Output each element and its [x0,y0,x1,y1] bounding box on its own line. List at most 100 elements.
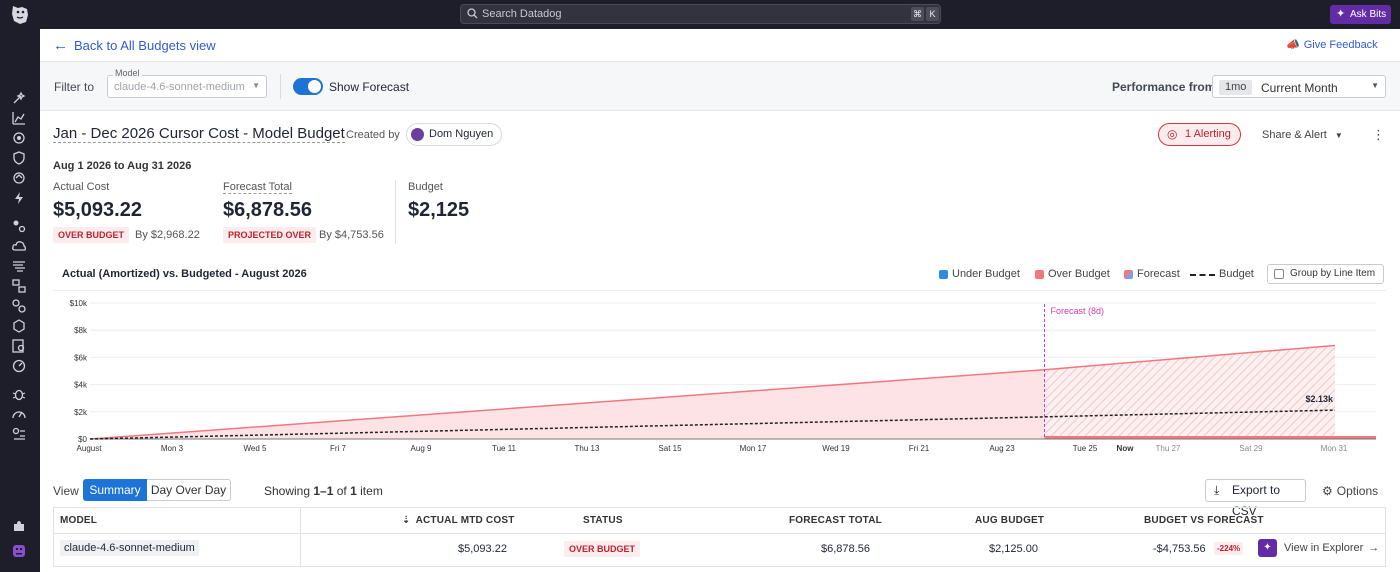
column-header-forecast[interactable]: FORECAST TOTAL [789,515,882,526]
forecast-total-value: $6,878.56 [223,199,312,221]
notebooks-icon[interactable] [12,339,26,353]
x-tick-label: Tue 11 [492,444,517,453]
give-feedback-link[interactable]: 📣 Give Feedback [1286,38,1378,51]
legend-over-budget[interactable]: Over Budget [1035,268,1110,280]
user-avatar-icon[interactable] [12,544,26,558]
legend-label: Forecast [1137,268,1180,280]
y-tick-label: $2k [74,408,88,417]
creator-chip[interactable]: Dom Nguyen [406,123,502,146]
arrow-left-icon: ← [53,37,68,54]
back-link-label: Back to All Budgets view [74,38,216,53]
cloud-cost-icon[interactable] [12,239,26,253]
legend-under-budget[interactable]: Under Budget [939,268,1020,280]
model-select-value: claude-4.6-sonnet-medium [114,81,245,93]
y-tick-label: $0 [78,435,87,444]
download-icon: ⤓ [1214,483,1220,497]
security-icon[interactable] [12,151,26,165]
bits-ai-icon[interactable] [12,91,26,105]
back-link[interactable]: ← Back to All Budgets view [53,37,216,54]
forecast-bottom-band [1044,436,1376,439]
group-by-label: Group by Line Item [1290,268,1376,279]
column-header-budget[interactable]: AUG BUDGET [975,515,1045,526]
export-csv-button[interactable]: ⤓ Export to CSV [1205,479,1306,518]
period-value: Current Month [1261,81,1338,95]
x-tick-label: Fri 7 [330,444,347,453]
y-tick-label: $10k [70,299,88,308]
group-by-line-item-checkbox[interactable]: Group by Line Item [1267,264,1384,284]
slo-icon[interactable] [12,359,26,373]
budget-line [89,409,1336,440]
dashboards-icon[interactable] [12,111,26,125]
view-label: View [53,484,79,498]
forecast-area [1044,345,1335,439]
top-bar: Search Datadog ⌘ K ✦ Ask Bits [0,0,1400,29]
budget-end-label: $2.13k [1305,394,1334,404]
datadog-logo-icon[interactable] [9,3,31,26]
legend-swatch [1190,274,1215,276]
tab-summary[interactable]: Summary [83,479,147,501]
x-tick-label: Thu 27 [1156,444,1181,453]
model-select[interactable]: Model claude-4.6-sonnet-medium ▼ [107,68,267,98]
options-button[interactable]: ⚙ Options [1322,484,1378,498]
give-feedback-label: Give Feedback [1303,39,1378,51]
column-header-budget-vs-forecast[interactable]: BUDGET VS FORECAST [1144,515,1264,526]
sparkle-icon: ✦ [1258,539,1277,557]
x-tick-label: Aug 9 [411,444,432,453]
showing-suffix: item [360,484,383,498]
speedometer-icon[interactable] [12,407,26,421]
synthetics-icon[interactable] [12,319,26,333]
budget-title[interactable]: Jan - Dec 2026 Cursor Cost - Model Budge… [53,125,345,143]
divider [300,508,301,566]
legend-label: Budget [1219,268,1254,280]
column-header-actual[interactable]: ⇣ ACTUAL MTD COST [402,515,515,526]
forecast-marker-label: Forecast (8d) [1051,306,1105,316]
integrations-icon[interactable] [12,299,26,313]
budget-table: MODEL ⇣ ACTUAL MTD COST STATUS FORECAST T… [53,507,1386,567]
infrastructure-icon[interactable] [12,219,26,233]
column-header-status[interactable]: STATUS [583,515,623,526]
column-header-model[interactable]: MODEL [60,515,98,526]
alerting-badge[interactable]: ◎ 1 Alerting [1158,123,1241,146]
chart-title: Actual (Amortized) vs. Budgeted - August… [62,268,307,280]
search-bar[interactable]: Search Datadog ⌘ K [460,4,941,24]
legend-swatch [1035,270,1044,279]
watchdog-icon[interactable] [12,171,26,185]
x-tick-label: Mon 3 [161,444,184,453]
x-tick-label: Mon 31 [1321,444,1348,453]
budget-label: Budget [408,181,443,193]
apm-icon[interactable] [12,279,26,293]
show-forecast-toggle[interactable] [293,78,323,95]
tab-day-over-day[interactable]: Day Over Day [147,479,231,501]
budget-value: $2,125 [408,199,470,221]
divider [280,74,281,99]
legend-swatch [939,270,948,279]
bug-icon[interactable] [12,387,26,401]
gear-icon: ⚙ [1322,484,1333,498]
logs-icon[interactable] [12,259,26,273]
sort-desc-icon: ⇣ [402,515,411,526]
workflows-icon[interactable] [12,427,26,441]
sparkle-icon: ✦ [1336,8,1346,20]
x-tick-label: Thu 13 [575,444,600,453]
caret-down-icon: ▼ [1371,81,1379,90]
forecast-line [1044,344,1336,371]
ask-bits-button[interactable]: ✦ Ask Bits [1330,5,1391,24]
performance-period-select[interactable]: 1mo Current Month ▼ [1212,75,1386,98]
avatar [411,128,424,141]
more-options-icon[interactable]: ⋮ [1372,127,1385,142]
legend-forecast[interactable]: Forecast [1124,268,1180,280]
cmd-key: ⌘ [911,7,924,21]
legend-budget[interactable]: Budget [1190,268,1254,280]
monitors-icon[interactable] [12,131,26,145]
events-icon[interactable] [12,191,26,205]
integrations-puzzle-icon[interactable] [12,519,26,533]
share-alert-button[interactable]: Share & Alert ▼ [1262,129,1343,141]
alert-icon: ◎ [1167,127,1178,141]
model-tag[interactable]: claude-4.6-sonnet-medium [60,540,199,556]
forecast-total-label[interactable]: Forecast Total [223,181,292,194]
variance-percent-badge: -224% [1214,542,1244,555]
arrow-right-icon: → [1368,542,1380,554]
view-in-explorer-link[interactable]: ✦ View in Explorer → [1258,539,1379,557]
cost-chart[interactable]: $0 $2k $4k $6k $8k $10k $2.13k Forecast (8d) Aug… [0,290,1400,458]
x-tick-label: Aug 23 [989,444,1015,453]
